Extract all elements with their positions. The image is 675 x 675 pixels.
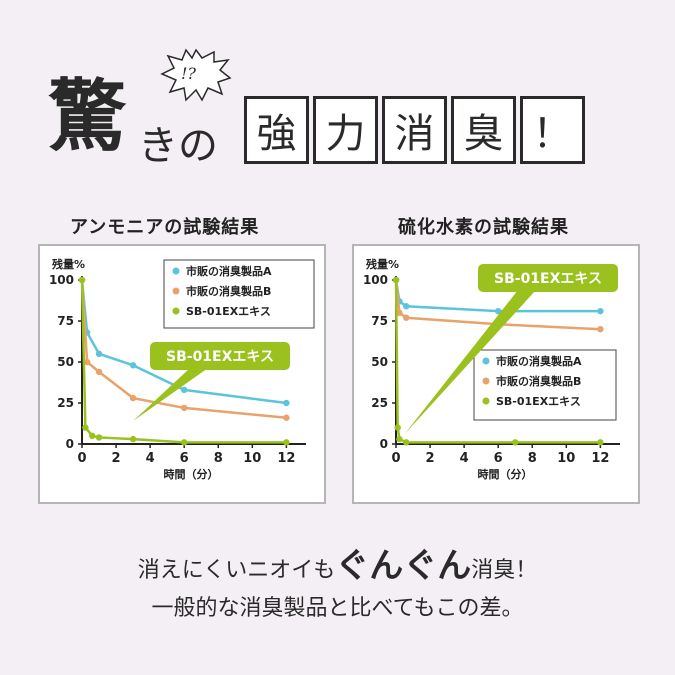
y-tick-label: 25 — [57, 396, 74, 410]
series-line-2 — [80, 279, 287, 420]
legend-marker — [482, 397, 490, 405]
x-tick-label: 12 — [591, 451, 609, 466]
data-point — [180, 386, 188, 394]
data-point — [283, 399, 290, 407]
boxed-title: 強 力 消 臭 ！ — [244, 96, 585, 164]
callout-label: SB-01EXエキス — [494, 271, 602, 287]
x-tick-label: 6 — [180, 451, 189, 466]
y-tick-label: 0 — [380, 437, 388, 451]
data-point — [180, 404, 188, 412]
data-point — [95, 368, 103, 376]
boxed-char: 臭 — [451, 96, 516, 164]
legend-label: SB-01EXエキス — [186, 305, 271, 318]
legend-marker — [172, 307, 180, 315]
x-tick-label: 8 — [528, 451, 537, 466]
x-tick-label: 8 — [214, 451, 223, 466]
data-point — [83, 358, 91, 366]
data-point — [396, 435, 403, 443]
x-tick-label: 4 — [146, 451, 155, 466]
callout-label: SB-01EXエキス — [166, 349, 274, 365]
y-tick-label: 0 — [66, 437, 74, 451]
series-line-3 — [394, 279, 601, 444]
ammonia-chart: 残量% 0 25 50 75 100 0 2 4 6 8 10 12 時間（分） 市販の消臭製品A 市販の消臭… — [38, 244, 326, 504]
footer-line-1-post: 消臭！ — [471, 558, 538, 583]
data-point — [597, 326, 604, 333]
legend-label: 市販の消臭製品A — [496, 354, 582, 368]
legend-marker — [172, 267, 180, 275]
data-point — [403, 303, 410, 310]
data-point — [95, 350, 103, 357]
headline-big-kanji: 驚 — [48, 71, 127, 162]
legend-marker — [482, 377, 490, 385]
x-axis-label: 時間（分） — [164, 467, 219, 481]
legend-marker — [482, 357, 490, 365]
chart-title-ammonia: アンモニアの試験結果 — [70, 217, 260, 238]
legend-label: 市販の消臭製品B — [496, 374, 581, 388]
y-axis-label: 残量% — [52, 257, 85, 271]
x-tick-label: 0 — [77, 451, 86, 466]
data-point — [403, 439, 410, 446]
data-point — [403, 314, 410, 321]
y-tick-label: 100 — [363, 273, 388, 287]
data-point — [597, 307, 604, 315]
legend-box — [473, 349, 617, 421]
data-point — [283, 414, 290, 421]
legend-box — [163, 259, 315, 329]
data-point — [283, 439, 290, 446]
x-tick-label: 0 — [391, 451, 400, 466]
legend-label: 市販の消臭製品A — [186, 264, 272, 278]
data-point — [494, 307, 502, 315]
data-point — [78, 276, 86, 284]
boxed-char: 力 — [313, 96, 378, 164]
y-tick-label: 75 — [371, 314, 388, 328]
x-tick-label: 2 — [112, 451, 121, 466]
data-point — [392, 276, 400, 284]
headline-kana: きの — [138, 123, 218, 169]
callout-bubble — [150, 342, 290, 370]
y-axis-label: 残量% — [366, 257, 399, 271]
x-tick-label: 10 — [243, 451, 261, 466]
y-tick-label: 50 — [57, 355, 74, 369]
boxed-char: ！ — [520, 96, 585, 164]
footer-line-1-emphasis: ぐんぐん — [335, 546, 472, 586]
data-point — [512, 439, 519, 446]
legend-label: SB-01EXエキス — [496, 395, 581, 408]
data-point — [180, 439, 188, 446]
x-tick-label: 10 — [557, 451, 575, 466]
x-tick-label: 6 — [494, 451, 503, 466]
chart-title-h2s: 硫化水素の試験結果 — [398, 217, 569, 238]
data-point — [396, 309, 403, 316]
footer-line-1-pre: 消えにくいニオイも — [137, 558, 336, 583]
boxed-char: 消 — [382, 96, 447, 164]
legend-marker — [172, 287, 180, 295]
y-tick-label: 25 — [371, 396, 388, 410]
y-tick-label: 100 — [49, 273, 74, 287]
x-tick-label: 2 — [426, 451, 435, 466]
y-tick-label: 50 — [371, 355, 388, 369]
h2s-chart: 残量% 0 25 50 75 100 0 2 4 6 8 10 12 時間（分） 市販の消臭製品A 市販の消臭… — [352, 244, 640, 504]
data-point — [394, 424, 401, 431]
exclamation-text: !? — [181, 64, 197, 83]
footer-line-1: 消えにくいニオイもぐんぐん消臭！ — [0, 538, 675, 587]
x-tick-label: 12 — [277, 451, 295, 466]
headline: 驚 きの !? 強 力 消 臭 ！ — [40, 48, 640, 188]
data-point — [89, 432, 96, 439]
x-tick-label: 4 — [460, 451, 469, 466]
speech-burst-icon — [160, 48, 232, 102]
footer-line-2: 一般的な消臭製品と比べてもこの差。 — [151, 596, 524, 621]
data-point — [597, 439, 604, 446]
y-tick-label: 75 — [57, 314, 74, 328]
data-point — [129, 394, 137, 402]
data-point — [82, 424, 89, 431]
callout-bubble — [478, 264, 618, 292]
boxed-char: 強 — [244, 96, 309, 164]
series-line-1 — [80, 279, 287, 405]
data-point — [129, 362, 137, 369]
data-point — [129, 435, 137, 443]
x-axis-label: 時間（分） — [478, 467, 533, 481]
data-point — [95, 434, 103, 441]
legend-label: 市販の消臭製品B — [186, 284, 271, 298]
